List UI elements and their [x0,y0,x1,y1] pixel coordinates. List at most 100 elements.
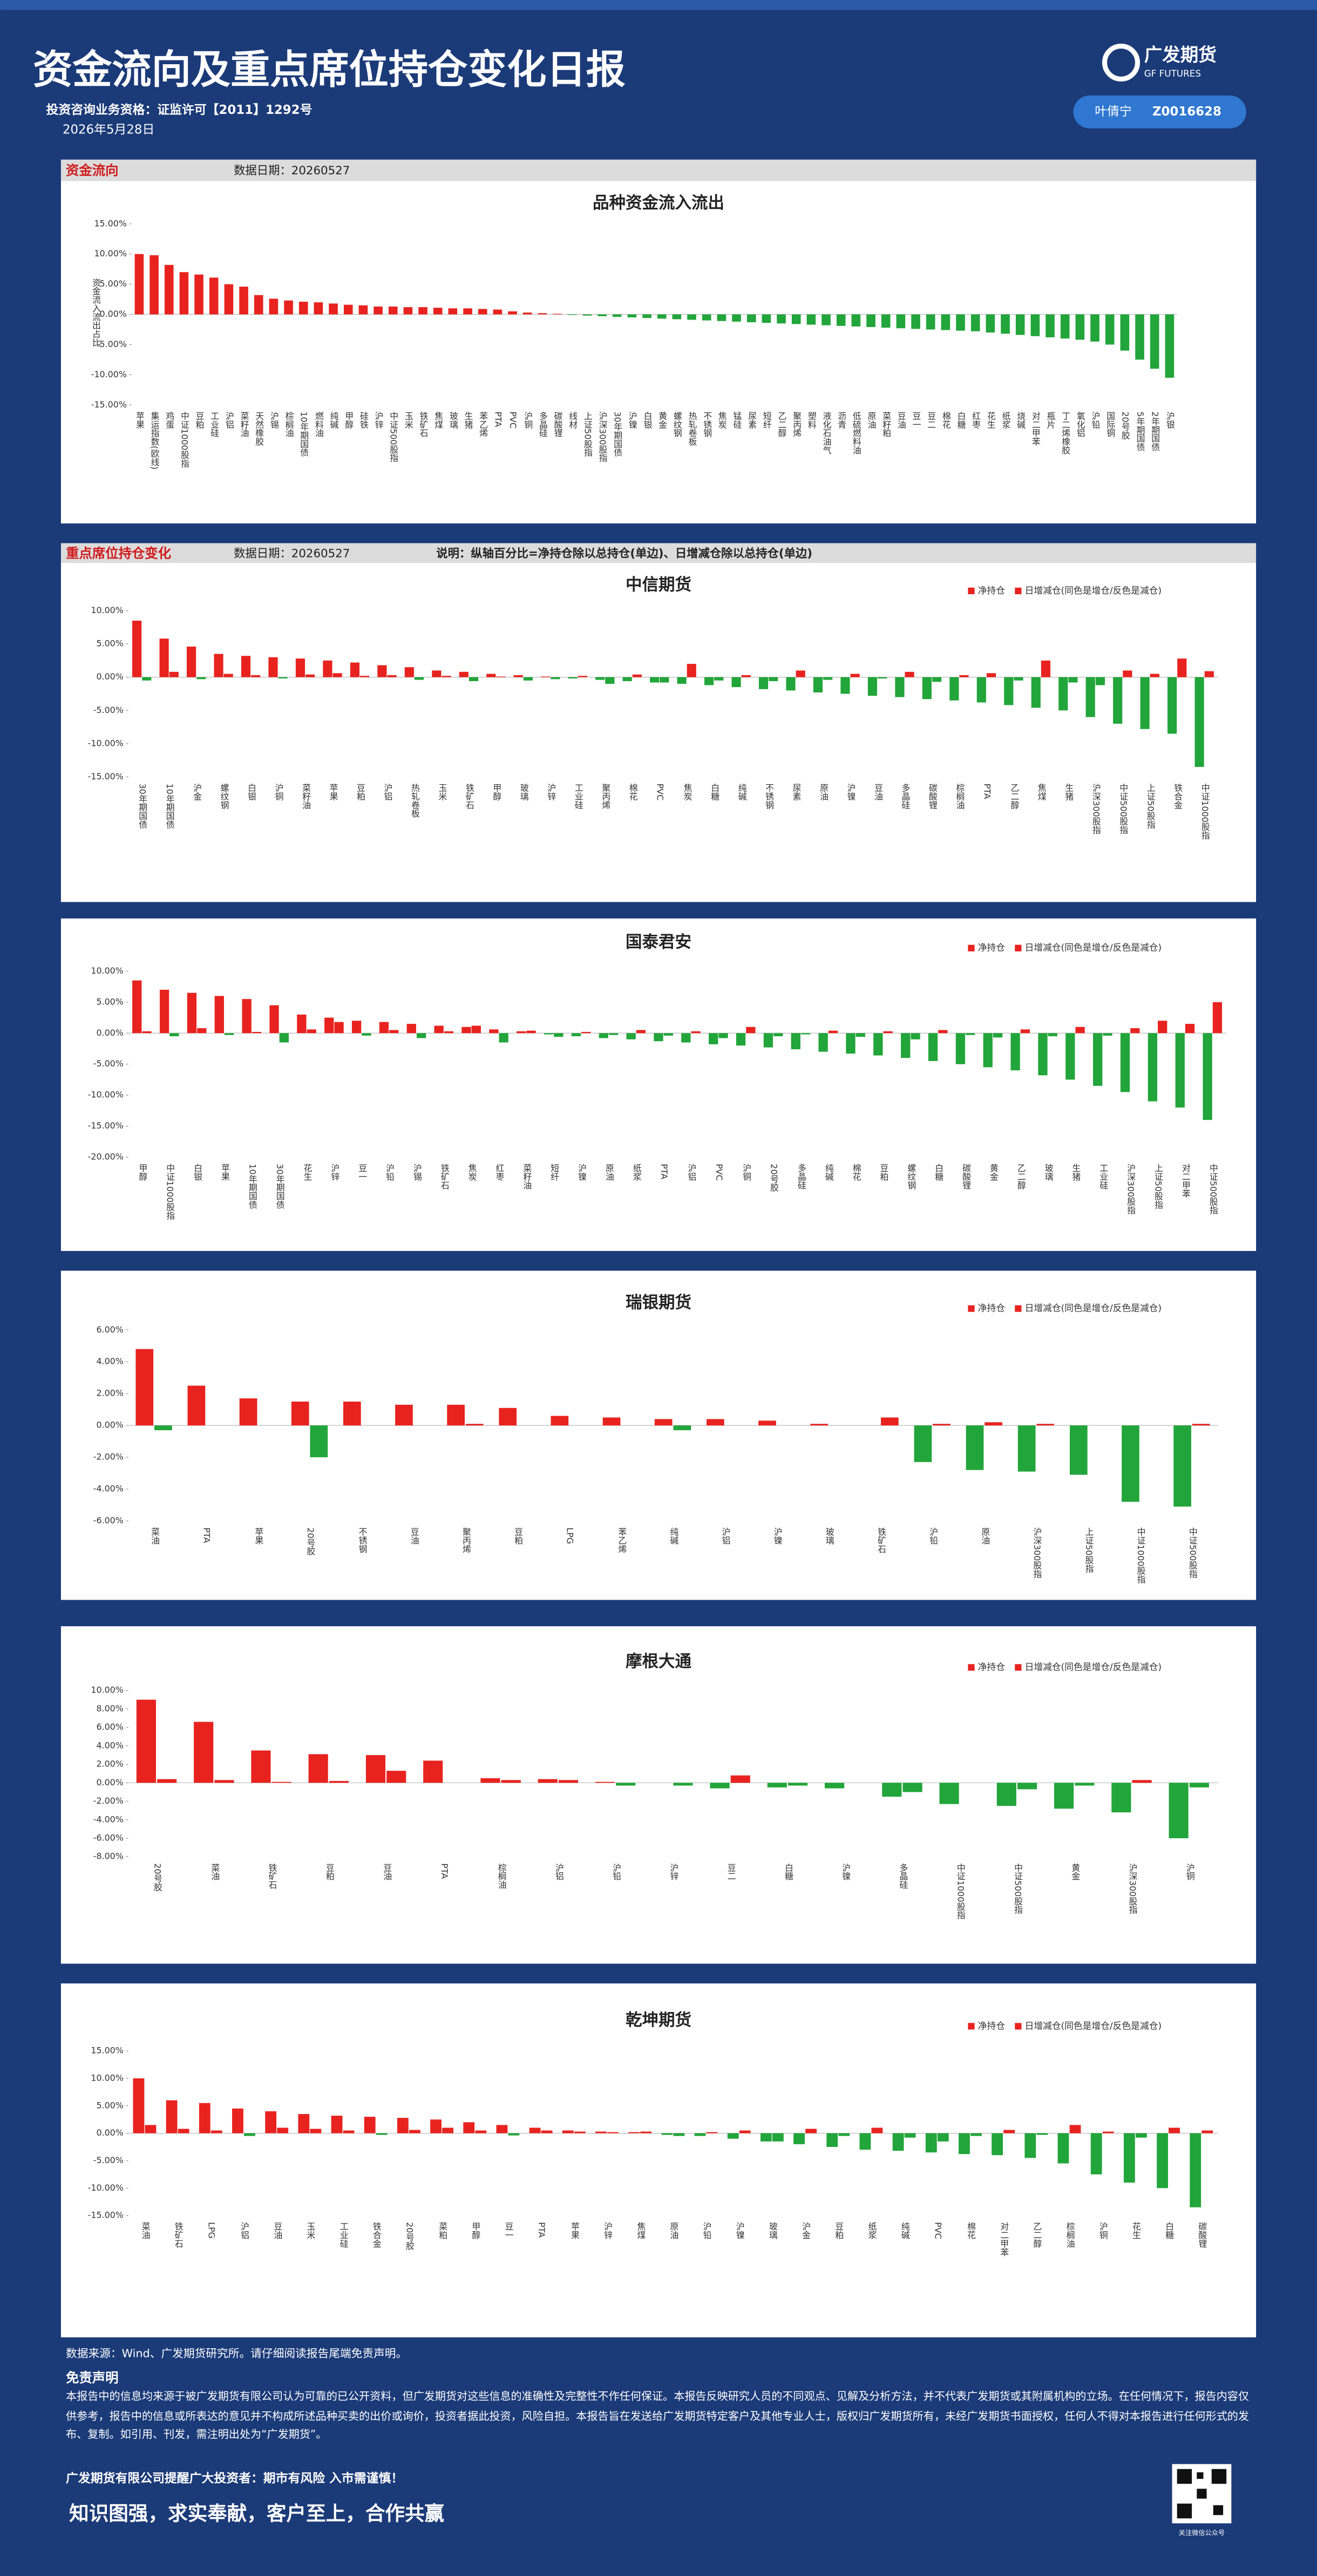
x-tick-label: 苹果 [569,2222,580,2239]
bar [279,1033,289,1043]
x-tick-label: 聚丙烯 [461,1527,471,1553]
bar [1150,674,1159,677]
bar [331,2116,343,2133]
legend-label: 日增减仓(同色是增仓/反色是减仓) [1025,942,1162,953]
bar [905,671,914,677]
x-tick-label: 螺纹钢 [672,411,682,438]
x-tick-label: 原油 [604,1164,614,1181]
x-tick-label: 对二甲苯 [1030,411,1041,446]
bar [1204,671,1214,677]
x-tick-label: 白糖 [934,1164,944,1181]
bar [461,1027,471,1034]
y-tick-label: 2.00% [96,1759,123,1769]
bar [826,2133,838,2147]
x-tick-label: 中证500股指 [1118,784,1129,835]
x-tick-label: 甲醇 [471,2222,481,2239]
x-tick-label: 氧化铝 [1075,411,1085,437]
bar [1020,1029,1030,1034]
x-tick-label: 豆油 [382,1863,392,1880]
x-tick-label: 白糖 [956,411,966,429]
legend-swatch [968,1664,975,1671]
x-tick-label: 苹果 [328,784,338,801]
x-tick-label: 中证500股指 [1013,1863,1023,1914]
bar [501,1780,521,1783]
bar [850,674,860,677]
bar [805,2129,817,2133]
x-tick-label: 20号胶 [1120,411,1130,440]
bar [959,675,969,677]
bar [1069,2125,1081,2133]
bar [1192,1424,1210,1426]
x-tick-label: 30年期国债 [275,1164,285,1209]
bar [478,309,487,315]
bar [746,1027,756,1034]
y-tick-label: -5.00% [93,705,124,715]
x-tick-label: 原油 [866,411,877,429]
bar [1148,1033,1158,1102]
x-tick-label: 沪锡 [269,411,279,429]
y-tick-label: 5.00% [100,278,127,289]
bar [654,1419,673,1426]
x-tick-label: 低硫燃料油 [851,411,861,454]
bar [736,1033,746,1046]
y-tick-label: -5.00% [93,1058,124,1069]
bar [791,314,801,324]
x-tick-label: 鸡蛋 [165,411,175,429]
bar [334,1022,344,1034]
bar [1068,677,1078,683]
bar [469,677,479,682]
panel [60,1983,1257,2337]
legend-label: 日增减仓(同色是增仓/反色是减仓) [1025,585,1162,596]
bar [632,674,642,677]
section-date: 数据日期：20260527 [234,164,350,178]
x-tick-label: 铁合金 [371,2222,382,2248]
y-tick-label: -5.00% [97,339,127,349]
x-tick-label: 中证1000股指 [955,1863,966,1920]
x-tick-label: 沪锌 [330,1164,340,1181]
x-tick-label: 乙二醇 [777,411,787,437]
bar [687,664,696,677]
bar [986,673,996,677]
x-tick-label: 豆粕 [879,1164,889,1181]
bar [661,2133,673,2135]
x-tick-label: 花生 [302,1164,313,1181]
x-tick-label: 中证500股指 [1187,1527,1198,1579]
data-source: 数据来源：Wind、广发期货研究所。请仔细阅读报告尾端免责声明。 [66,2347,407,2360]
bar [1157,2133,1168,2188]
bar [626,1033,636,1039]
bar [1038,1033,1048,1076]
x-tick-label: 短纤 [762,411,772,429]
x-tick-label: 苹果 [254,1527,264,1545]
panel [60,1626,1257,1964]
bar [350,662,359,677]
bar [1014,677,1023,681]
x-tick-label: 甲醇 [492,784,502,801]
x-tick-label: 纯碱 [737,784,747,801]
bar [471,1025,481,1034]
bar [517,1031,526,1034]
bar [306,674,315,677]
bar [628,2132,640,2133]
bar [758,1420,776,1426]
bar [1203,1033,1212,1120]
bar [612,314,622,317]
legend-swatch [1015,587,1022,594]
x-tick-label: 20号胶 [153,1863,163,1892]
x-tick-label: 黄金 [657,411,668,429]
bar [1090,314,1099,342]
bar [1036,1424,1055,1426]
x-tick-label: 豆粕 [355,784,365,801]
x-tick-label: 豆二 [726,1863,736,1880]
bar [522,312,532,315]
x-tick-label: 丁二烯橡胶 [1061,411,1071,454]
x-tick-label: 不锈钢 [357,1527,368,1554]
x-tick-label: 豆油 [873,784,884,801]
x-tick-label: 不锈钢 [764,784,775,810]
bar [475,2130,487,2133]
section-date: 数据日期：20260527 [234,547,350,560]
x-tick-label: 生猪 [463,411,473,429]
bar [595,677,605,680]
legend-label: 净持仓 [978,1661,1006,1672]
x-tick-label: 豆油 [896,411,906,429]
x-tick-label: 棕榈油 [1065,2222,1075,2248]
